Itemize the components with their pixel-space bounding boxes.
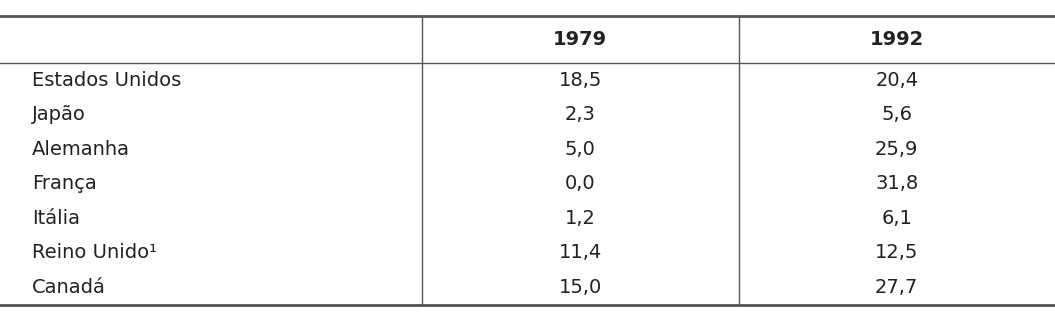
Text: Alemanha: Alemanha [32, 140, 130, 159]
Text: Reino Unido¹: Reino Unido¹ [32, 243, 156, 262]
Text: 6,1: 6,1 [881, 209, 913, 228]
Text: 1992: 1992 [869, 30, 924, 49]
Text: 2,3: 2,3 [564, 105, 596, 124]
Text: Estados Unidos: Estados Unidos [32, 71, 180, 89]
Text: 12,5: 12,5 [875, 243, 919, 262]
Text: Canadá: Canadá [32, 278, 106, 297]
Text: 5,6: 5,6 [881, 105, 913, 124]
Text: 1979: 1979 [553, 30, 608, 49]
Text: 15,0: 15,0 [559, 278, 601, 297]
Text: Itália: Itália [32, 209, 79, 228]
Text: 0,0: 0,0 [564, 174, 596, 193]
Text: 18,5: 18,5 [558, 71, 602, 89]
Text: 11,4: 11,4 [559, 243, 601, 262]
Text: 5,0: 5,0 [564, 140, 596, 159]
Text: 20,4: 20,4 [876, 71, 918, 89]
Text: 31,8: 31,8 [876, 174, 918, 193]
Text: 1,2: 1,2 [564, 209, 596, 228]
Text: Japão: Japão [32, 105, 85, 124]
Text: 25,9: 25,9 [875, 140, 919, 159]
Text: 27,7: 27,7 [876, 278, 918, 297]
Text: França: França [32, 174, 96, 193]
